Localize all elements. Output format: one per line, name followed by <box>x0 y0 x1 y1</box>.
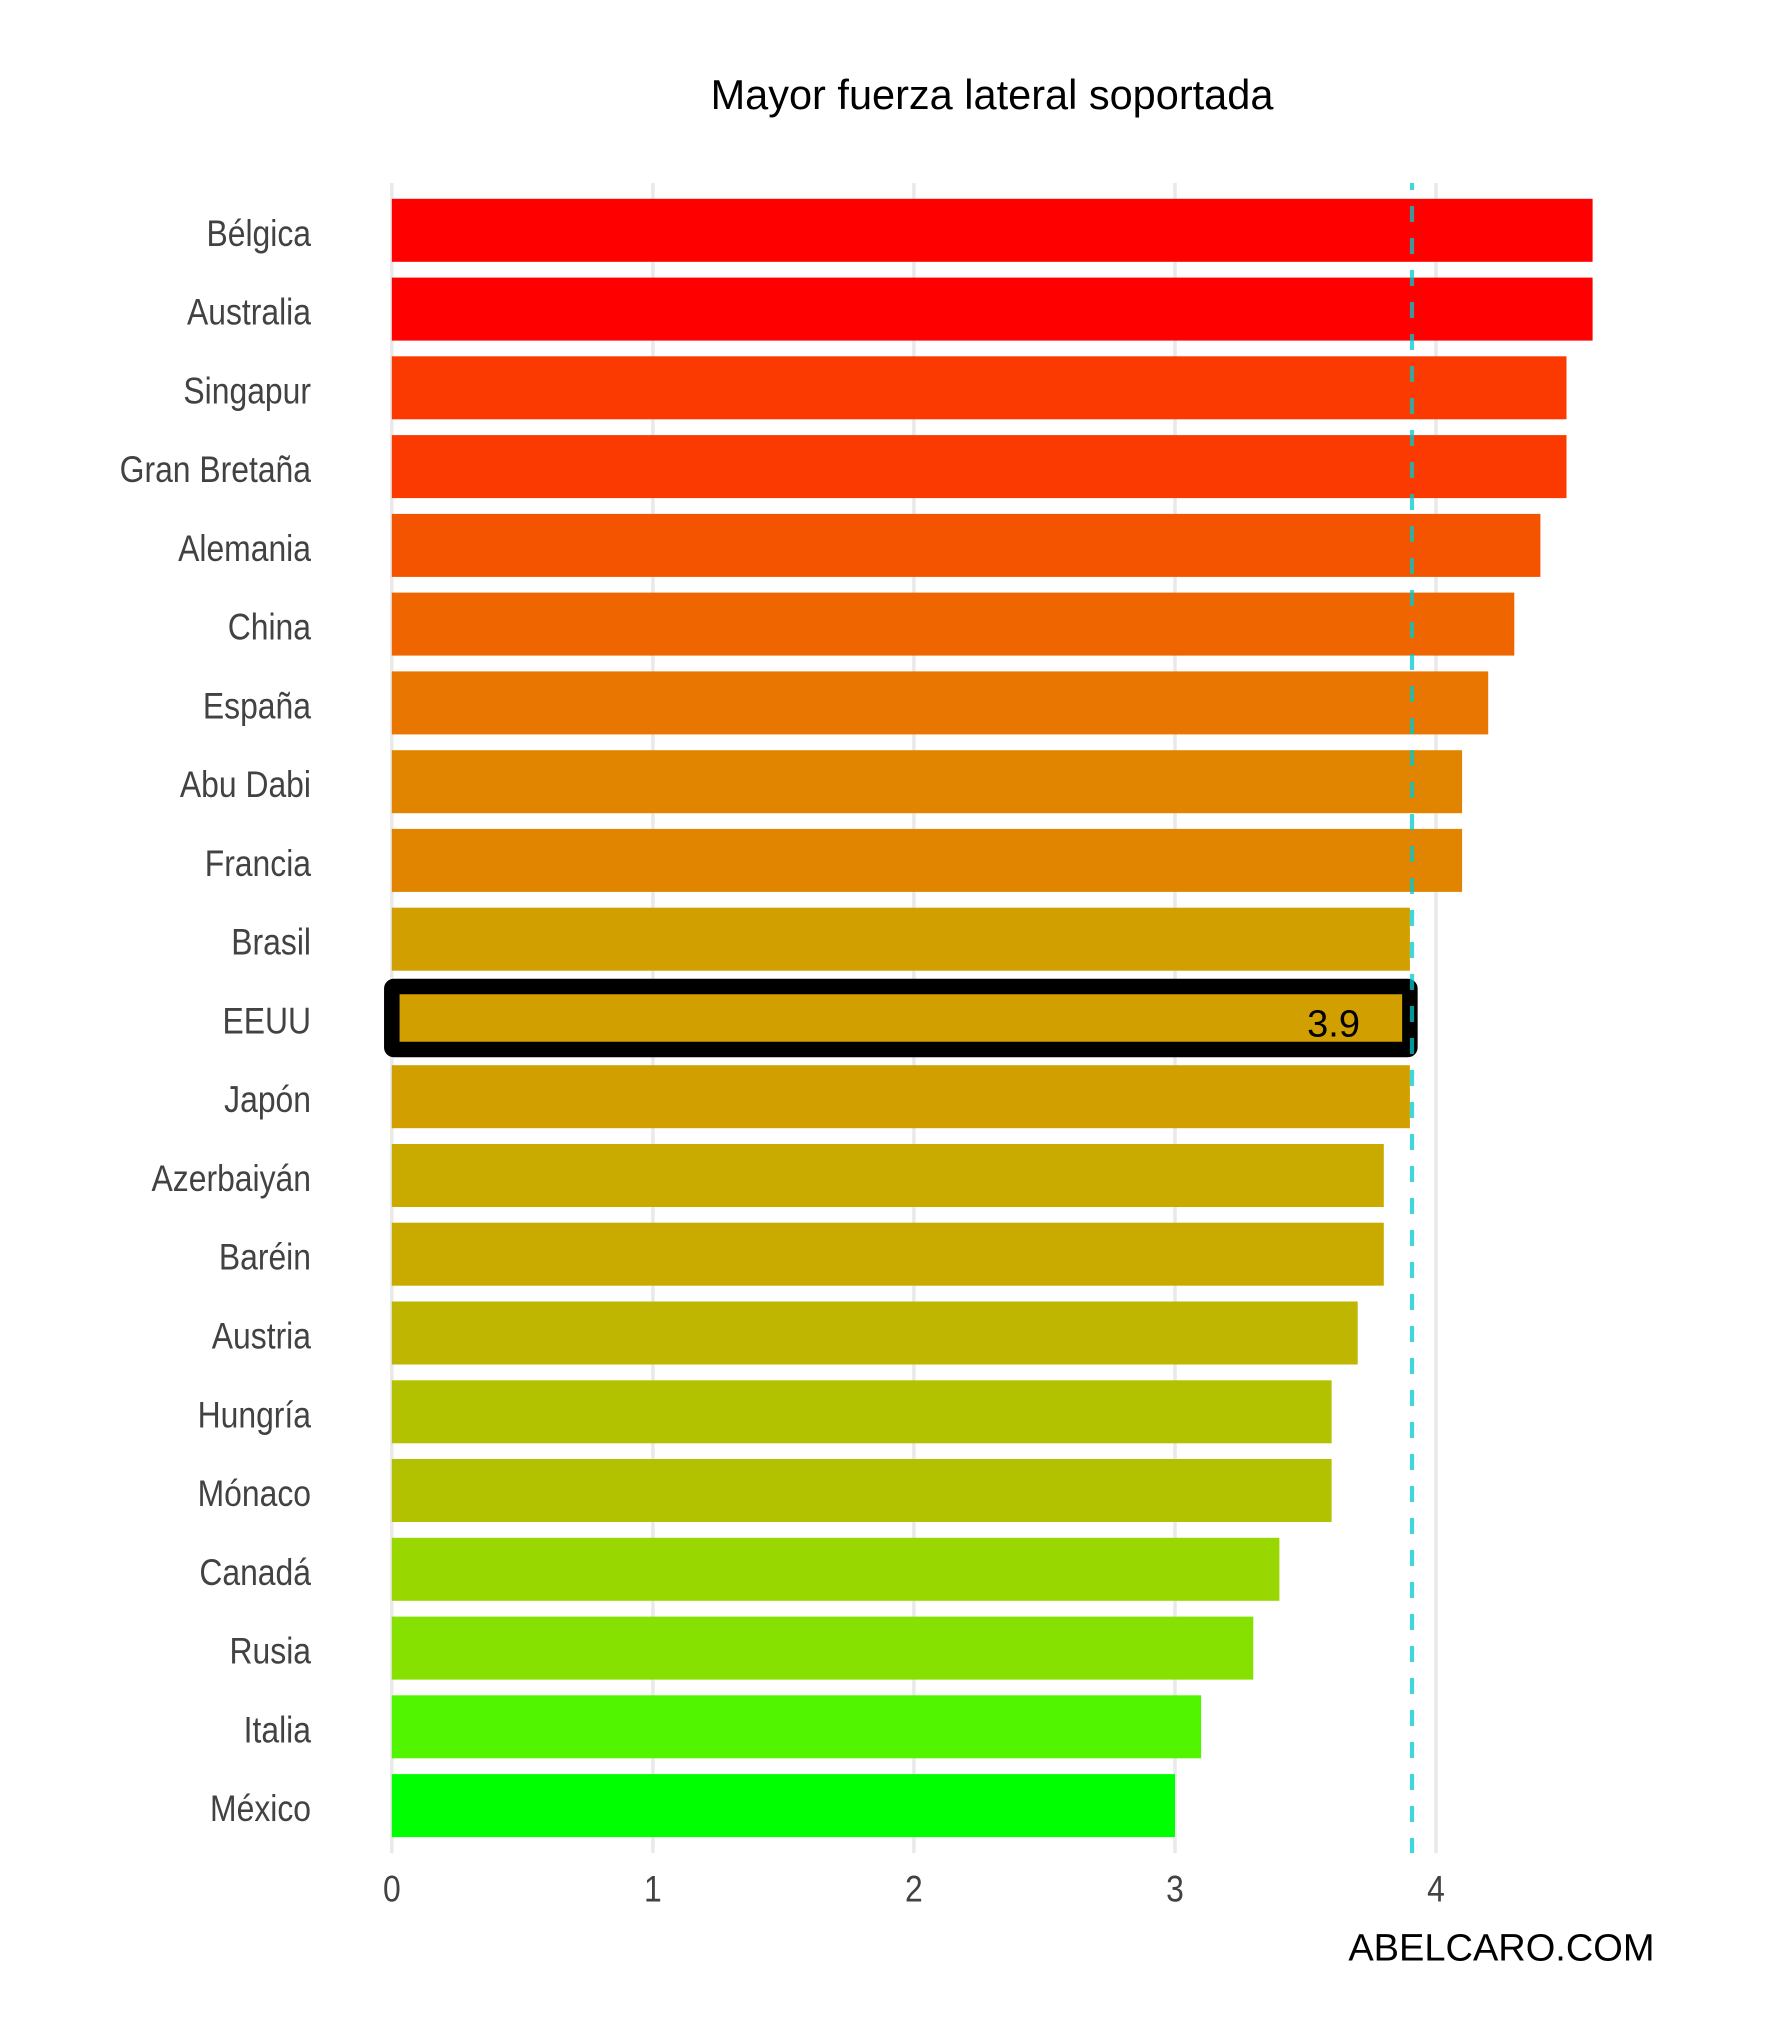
svg-text:Azerbaiyán: Azerbaiyán <box>152 1158 311 1200</box>
svg-text:Gran Bretaña: Gran Bretaña <box>120 449 312 491</box>
svg-text:EEUU: EEUU <box>222 1000 311 1042</box>
svg-text:Francia: Francia <box>205 842 312 884</box>
svg-text:Hungría: Hungría <box>198 1394 312 1436</box>
svg-text:Alemania: Alemania <box>178 527 311 569</box>
svg-text:Canadá: Canadá <box>199 1551 311 1593</box>
svg-text:Baréin: Baréin <box>219 1236 311 1278</box>
svg-text:Brasil: Brasil <box>231 921 311 963</box>
svg-text:Rusia: Rusia <box>230 1630 312 1672</box>
svg-text:Italia: Italia <box>244 1709 312 1751</box>
svg-text:Australia: Australia <box>187 291 312 333</box>
svg-text:China: China <box>228 606 312 648</box>
svg-text:Abu Dabi: Abu Dabi <box>180 764 311 806</box>
svg-text:0: 0 <box>383 1868 401 1910</box>
svg-text:ABELCARO.COM: ABELCARO.COM <box>1348 1927 1654 1969</box>
svg-text:4: 4 <box>1427 1868 1445 1910</box>
svg-text:Mónaco: Mónaco <box>198 1473 311 1515</box>
svg-text:3: 3 <box>1166 1868 1184 1910</box>
svg-text:3.9: 3.9 <box>1307 1003 1360 1045</box>
svg-text:España: España <box>203 685 312 727</box>
svg-text:Japón: Japón <box>224 1079 311 1121</box>
svg-text:Bélgica: Bélgica <box>206 212 311 254</box>
svg-text:México: México <box>210 1788 311 1830</box>
svg-text:Mayor fuerza lateral soportada: Mayor fuerza lateral soportada <box>711 71 1275 118</box>
svg-text:Austria: Austria <box>212 1315 312 1357</box>
svg-text:Singapur: Singapur <box>183 370 311 412</box>
svg-text:2: 2 <box>905 1868 923 1910</box>
svg-text:1: 1 <box>644 1868 662 1910</box>
